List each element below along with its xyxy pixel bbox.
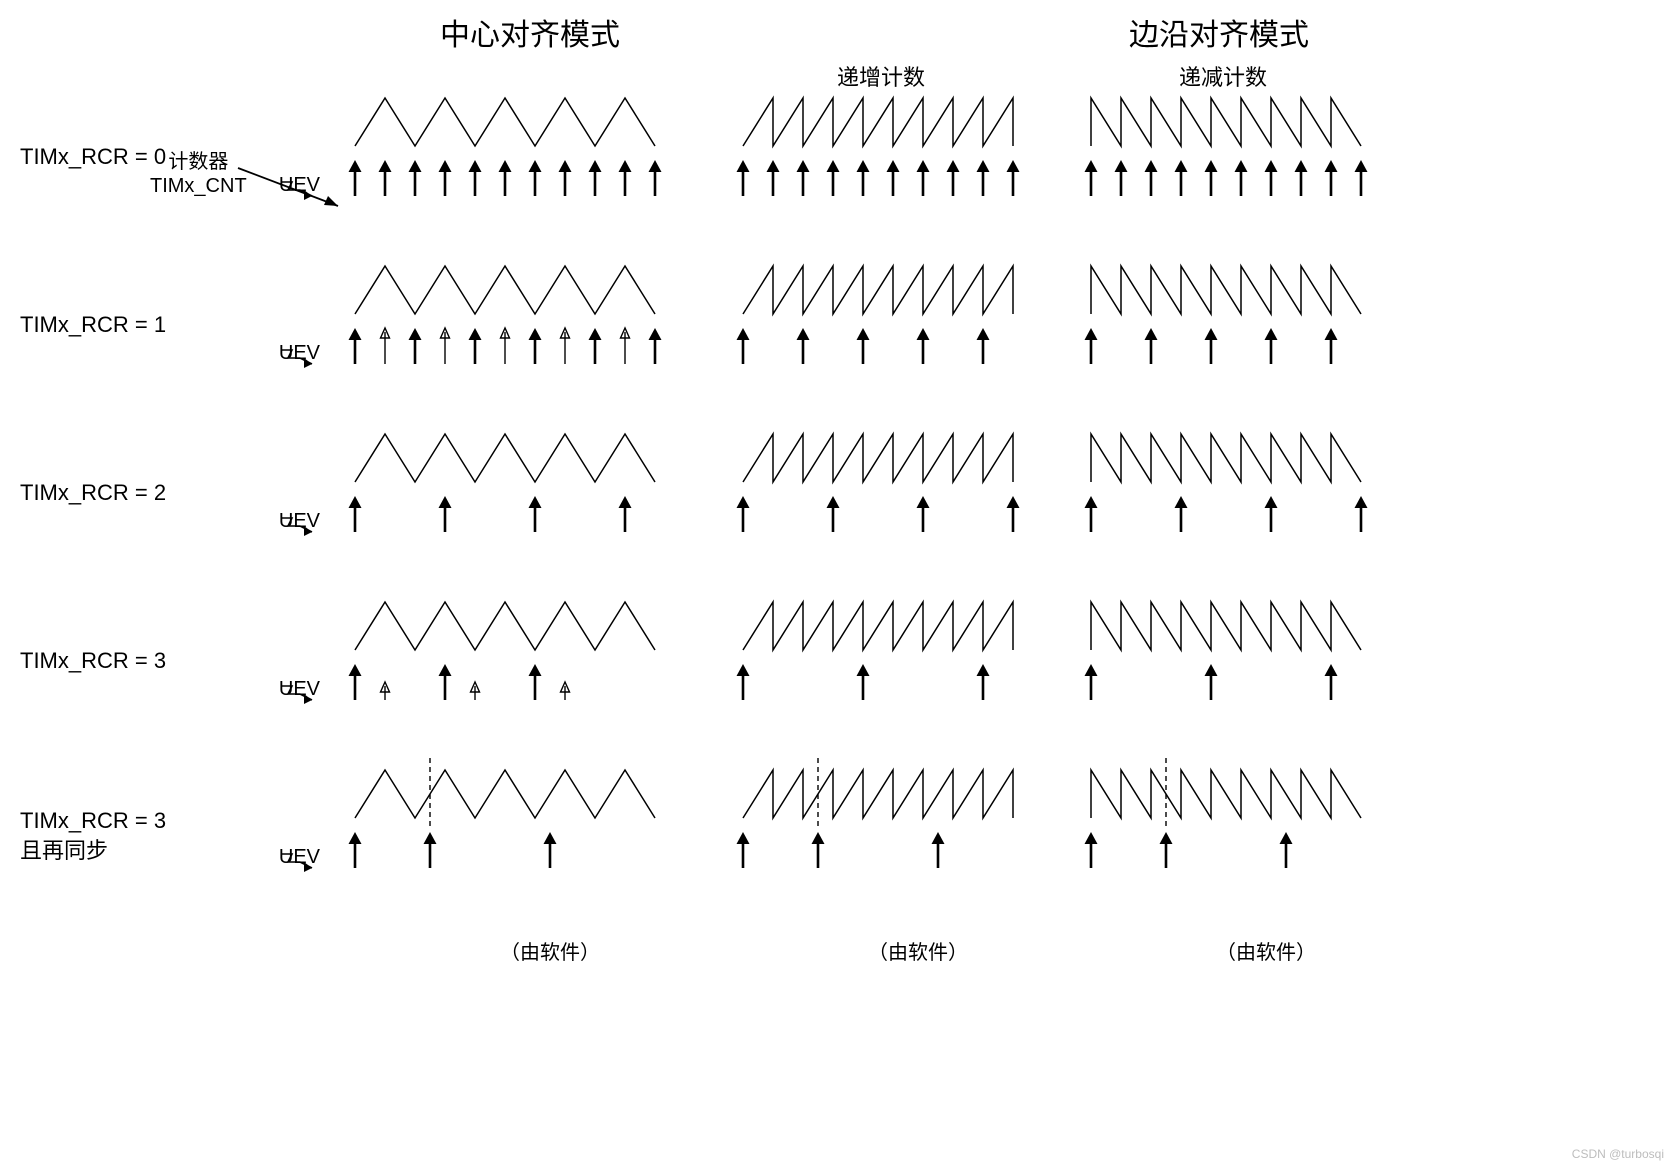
uev-pointer-icon [282,848,322,878]
waveform-svg [738,264,1038,394]
upcount-cell [738,96,1038,216]
uev-label: UEV [230,264,320,365]
center-cell [350,96,690,216]
uev-pointer-icon [282,344,322,374]
uev-pointer-icon [282,680,322,710]
diagram-row: TIMx_RCR = 3且再同步UEV [20,768,1658,936]
uev-label: UEV [230,432,320,533]
uev-label: UEV [230,600,320,701]
row-label: TIMx_RCR = 2 [20,432,230,506]
upcount-cell [738,264,1038,384]
waveform-svg [1086,600,1386,730]
waveform-svg [1086,768,1386,898]
waveform-svg [350,768,690,898]
row-label-line2: 且再同步 [20,838,108,863]
center-cell [350,432,690,552]
waveform-svg [738,600,1038,730]
downcount-cell [1086,768,1386,888]
mode-headers: 中心对齐模式 边沿对齐模式 [360,10,1658,54]
center-mode-header: 中心对齐模式 [360,10,700,54]
downcount-cell [1086,96,1386,216]
downcount-cell [1086,432,1386,552]
waveform-svg [1086,96,1386,226]
edge-mode-header: 边沿对齐模式 [780,10,1658,54]
row-label: TIMx_RCR = 0 [20,96,230,170]
uev-pointer-icon [282,176,322,206]
diagram-rows: 计数器 TIMx_CNT TIMx_RCR = 0UEVTIMx_RCR = 1… [20,96,1658,936]
waveform-svg [1086,264,1386,394]
watermark: CSDN @turbosqi [1572,1147,1664,1161]
waveform-svg [738,96,1038,226]
sub-headers: 递增计数 递减计数 [360,60,1658,92]
diagram-row: TIMx_RCR = 3UEV [20,600,1658,768]
waveform-svg [738,432,1038,562]
waveform-svg [350,264,690,394]
downcount-cell [1086,600,1386,720]
footer-center: （由软件） [380,936,720,965]
uev-label: UEV [230,96,320,197]
footer-up: （由软件） [768,936,1068,965]
waveform-svg [350,600,690,730]
upcount-cell [738,432,1038,552]
down-count-header: 递减计数 [1058,60,1388,92]
sub-spacer [360,60,700,92]
waveform-svg [350,96,690,226]
downcount-cell [1086,264,1386,384]
waveform-svg [350,432,690,562]
upcount-cell [738,600,1038,720]
up-count-header: 递增计数 [716,60,1046,92]
waveform-svg [738,768,1038,898]
diagram-row: TIMx_RCR = 2UEV [20,432,1658,600]
diagram-row: TIMx_RCR = 1UEV [20,264,1658,432]
row-label: TIMx_RCR = 1 [20,264,230,338]
center-cell [350,264,690,384]
uev-pointer-icon [282,512,322,542]
row-label: TIMx_RCR = 3 [20,600,230,674]
diagram-row: TIMx_RCR = 0UEV [20,96,1658,264]
center-cell [350,600,690,720]
uev-label: UEV [230,768,320,869]
row-label: TIMx_RCR = 3且再同步 [20,768,230,865]
waveform-svg [1086,432,1386,562]
upcount-cell [738,768,1038,888]
footer-row: （由软件） （由软件） （由软件） [350,936,1658,965]
footer-down: （由软件） [1116,936,1416,965]
center-cell [350,768,690,888]
